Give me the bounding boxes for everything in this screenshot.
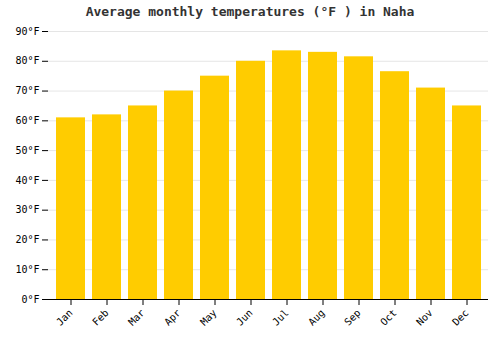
svg-text:May: May	[198, 307, 219, 328]
svg-text:Sep: Sep	[342, 307, 363, 328]
svg-text:0°F: 0°F	[21, 294, 39, 305]
svg-text:Jun: Jun	[234, 307, 255, 328]
svg-text:50°F: 50°F	[15, 145, 39, 156]
svg-text:Oct: Oct	[378, 307, 399, 328]
svg-text:Mar: Mar	[126, 307, 147, 328]
svg-text:Aug: Aug	[306, 307, 327, 328]
svg-text:70°F: 70°F	[15, 85, 39, 96]
svg-text:Apr: Apr	[162, 307, 183, 328]
svg-text:90°F: 90°F	[15, 26, 39, 37]
svg-text:60°F: 60°F	[15, 115, 39, 126]
svg-text:10°F: 10°F	[15, 264, 39, 275]
svg-text:Nov: Nov	[414, 307, 435, 328]
svg-text:Feb: Feb	[90, 307, 111, 328]
svg-text:30°F: 30°F	[15, 204, 39, 215]
svg-text:Jul: Jul	[270, 307, 291, 328]
html-text:Average monthly temperatures (: Average monthly temperatures (°F ) in Na…	[85, 4, 415, 19]
svg-text:80°F: 80°F	[15, 55, 39, 66]
svg-text:Dec: Dec	[450, 307, 471, 328]
svg-text:Jan: Jan	[54, 307, 75, 328]
svg-text:20°F: 20°F	[15, 234, 39, 245]
svg-text:40°F: 40°F	[15, 175, 39, 186]
